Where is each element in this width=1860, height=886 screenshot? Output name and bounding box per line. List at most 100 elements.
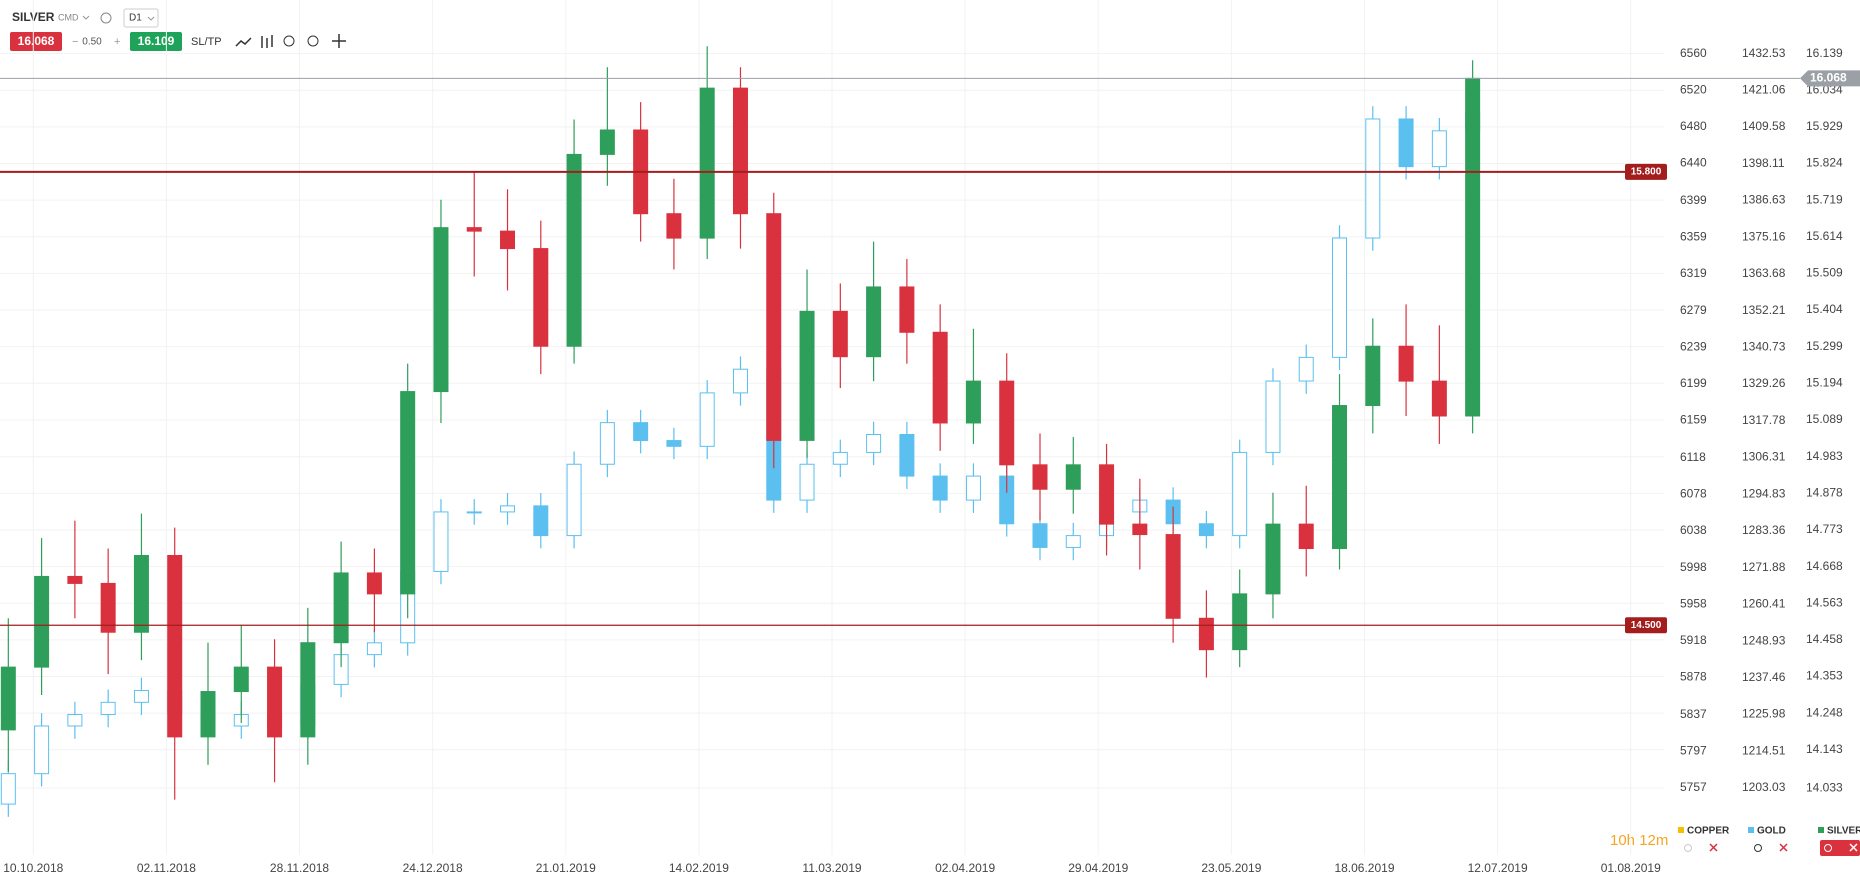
remove-icon[interactable] (1849, 843, 1858, 852)
candle-body (1132, 523, 1148, 536)
candle-body (1332, 405, 1348, 550)
candle-body (599, 422, 615, 465)
visibility-icon[interactable] (1754, 844, 1762, 852)
sell-button[interactable] (10, 32, 62, 51)
x-tick-label: 23.05.2019 (1201, 861, 1261, 875)
y-tick-label: 6239 (1680, 339, 1707, 353)
legend-label: GOLD (1757, 826, 1786, 837)
candle-body (732, 368, 748, 394)
y-tick-label: 14.983 (1806, 449, 1843, 463)
minus[interactable]: − (72, 36, 78, 48)
level-label: 15.800 (1631, 166, 1662, 177)
candle-body (67, 713, 83, 727)
candle-body (1032, 523, 1048, 548)
x-tick-label: 11.03.2019 (802, 861, 861, 875)
candle-body (965, 380, 981, 424)
y-tick-label: 14.773 (1806, 522, 1843, 536)
y-tick-label: 15.614 (1806, 229, 1843, 243)
candle-body (832, 451, 848, 465)
candle-body (1232, 451, 1248, 537)
candle-tool[interactable] (261, 35, 273, 48)
candle-body (599, 129, 615, 155)
y-tick-label: 14.878 (1806, 486, 1843, 500)
buy-button[interactable] (130, 32, 182, 51)
level-box (1625, 163, 1667, 180)
y-tick-label: 1363.68 (1742, 266, 1786, 280)
candle-body (533, 248, 549, 347)
visibility-icon[interactable] (1824, 844, 1832, 852)
sell-price[interactable]: 16.068 (18, 34, 55, 48)
candle-body (200, 691, 216, 738)
remove-icon[interactable] (1709, 843, 1718, 852)
candle-body (0, 773, 16, 805)
y-tick-label: 1283.36 (1742, 523, 1786, 537)
x-tick-label: 12.07.2019 (1468, 861, 1528, 875)
candle-body (333, 572, 349, 644)
sltp[interactable]: SL/TP (191, 36, 222, 48)
y-tick-label: 5837 (1680, 707, 1707, 721)
y-tick-label: 1421.06 (1742, 82, 1786, 96)
y-tick-label: 1225.98 (1742, 707, 1786, 721)
candle-body (400, 391, 416, 595)
y-tick-label: 15.194 (1806, 375, 1843, 389)
y-tick-label: 14.033 (1806, 780, 1843, 794)
plus[interactable]: + (114, 36, 120, 48)
y-tick-label: 1294.83 (1742, 486, 1786, 500)
y-tick-label: 15.824 (1806, 156, 1843, 170)
y-tick-label: 14.458 (1806, 632, 1843, 646)
visibility-icon[interactable] (1684, 844, 1692, 852)
candle-body (1298, 523, 1314, 550)
timeframe-box[interactable] (123, 8, 159, 28)
candle-body (1398, 345, 1414, 382)
candle-body (866, 433, 882, 453)
y-tick-label: 16.139 (1806, 46, 1843, 60)
candle-body (100, 582, 116, 633)
y-tick-label: 6038 (1680, 523, 1707, 537)
candle-body (832, 310, 848, 358)
candle-body (666, 213, 682, 239)
candle-body (666, 440, 682, 447)
dropdown-icon[interactable] (82, 15, 90, 20)
candle-body (1232, 593, 1248, 651)
candle-body (732, 87, 748, 215)
move-tool[interactable] (332, 34, 346, 48)
line-tool[interactable] (235, 37, 252, 47)
candle-body (799, 463, 815, 501)
last-price-box (1800, 70, 1860, 87)
info-icon[interactable] (100, 12, 112, 24)
candle-body (1431, 380, 1447, 417)
zoom-out[interactable] (283, 35, 295, 47)
candle-body (133, 555, 149, 633)
y-tick-label: 6319 (1680, 266, 1707, 280)
buy-price[interactable]: 16.109 (138, 34, 175, 48)
x-tick-label: 18.06.2019 (1334, 861, 1394, 875)
candle-body (1065, 535, 1081, 548)
y-tick-label: 1329.26 (1742, 376, 1786, 390)
candle-body (433, 511, 449, 572)
timeframe[interactable]: D1 (129, 13, 142, 24)
candle-body (433, 227, 449, 393)
level-box (1625, 617, 1667, 634)
candle-body (1032, 464, 1048, 490)
candle-body (34, 725, 50, 775)
x-tick-label: 28.11.2018 (270, 861, 329, 875)
y-tick-label: 1260.41 (1742, 597, 1786, 611)
candle-body (899, 286, 915, 333)
y-tick-label: 6399 (1680, 193, 1707, 207)
y-tick-label: 6078 (1680, 487, 1707, 501)
y-tick-label: 1375.16 (1742, 229, 1786, 243)
candle-body (267, 666, 283, 738)
candle-body (633, 422, 649, 442)
y-tick-label: 1398.11 (1742, 156, 1785, 170)
y-tick-label: 6359 (1680, 230, 1707, 244)
candle-body (133, 689, 149, 703)
zoom-in[interactable] (307, 35, 319, 47)
candle-body (100, 701, 116, 715)
y-tick-label: 15.509 (1806, 266, 1843, 280)
candle-body (1332, 237, 1348, 358)
candle-body (1065, 464, 1081, 490)
remove-icon[interactable] (1779, 843, 1788, 852)
x-tick-label: 01.08.2019 (1601, 861, 1661, 875)
x-tick-label: 02.11.2018 (137, 861, 196, 875)
